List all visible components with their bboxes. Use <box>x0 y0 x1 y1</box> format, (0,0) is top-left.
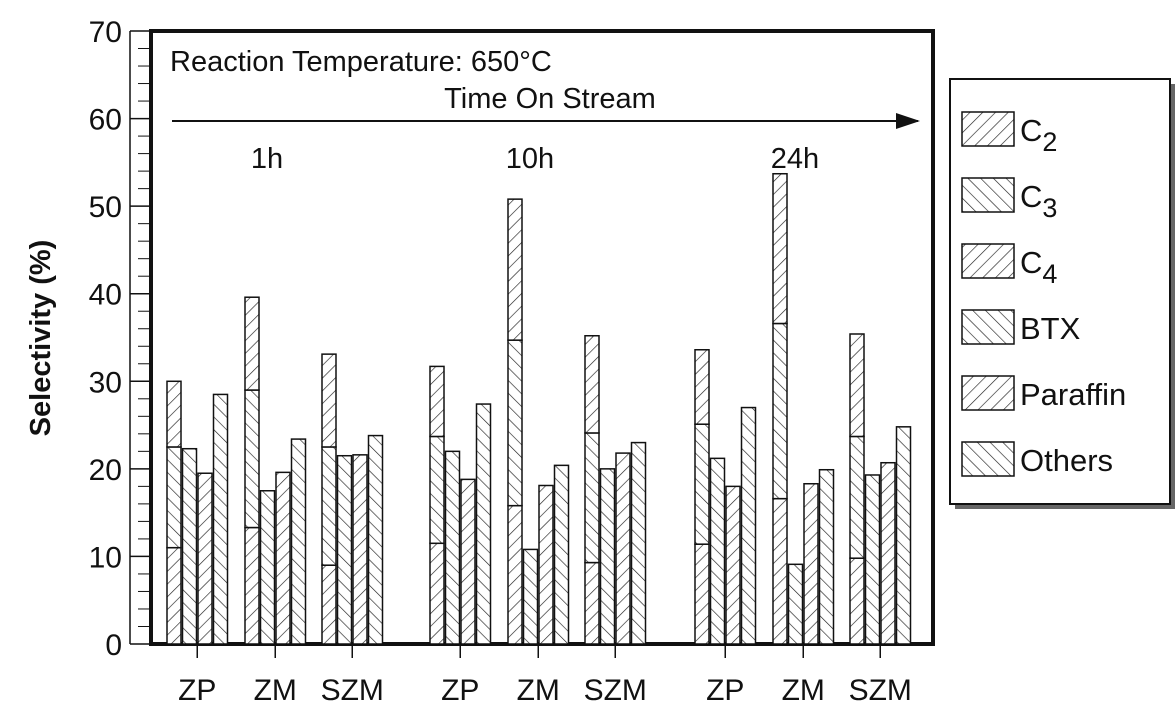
y-tick-label: 30 <box>89 366 122 399</box>
bar-segment <box>539 485 553 644</box>
chart-title: Reaction Temperature: 650°C <box>170 46 552 78</box>
bar-segment <box>616 453 630 644</box>
bar-segment <box>773 499 787 644</box>
bar-segment <box>726 486 740 644</box>
y-axis: 0 10 20 30 40 50 60 70 <box>89 16 151 662</box>
bar-segment <box>897 427 911 644</box>
bar-segment <box>183 449 197 644</box>
bar-segment <box>369 436 383 644</box>
bar-segment <box>695 544 709 644</box>
y-tick-label: 10 <box>89 541 122 574</box>
bar-segment <box>167 447 181 548</box>
y-tick-label: 60 <box>89 104 122 137</box>
bar-segment <box>261 491 275 644</box>
y-tick-label: 50 <box>89 191 122 224</box>
y-tick-label: 40 <box>89 279 122 312</box>
bar-segment <box>322 565 336 644</box>
bar-segment <box>695 350 709 424</box>
bar-segment <box>850 334 864 436</box>
x-tick-label: ZP <box>178 674 216 707</box>
bar-segment <box>632 443 646 644</box>
bar-segment <box>276 472 290 644</box>
y-axis-label: Selectivity (%) <box>25 240 57 437</box>
bar-segment <box>461 479 475 644</box>
x-tick-label: SZM <box>849 674 912 707</box>
bar-segment <box>245 528 259 644</box>
bar-segment <box>167 548 181 644</box>
x-tick-label: SZM <box>584 674 647 707</box>
bar-segment <box>167 381 181 447</box>
bar-segment <box>742 408 756 644</box>
bar-segment <box>508 199 522 340</box>
bar-segment <box>338 456 352 644</box>
bar-segment <box>601 469 615 644</box>
bar-segment <box>322 447 336 565</box>
bar-segment <box>820 470 834 644</box>
bar-segment <box>508 340 522 506</box>
x-tick-label: SZM <box>321 674 384 707</box>
x-tick-label: ZP <box>441 674 479 707</box>
bar-segment <box>322 354 336 447</box>
legend-swatch <box>962 244 1014 278</box>
bar-segment <box>477 404 491 644</box>
x-tick-label: ZP <box>706 674 744 707</box>
bar-segment <box>430 366 444 436</box>
bar-segment <box>524 549 538 644</box>
bar-segment <box>804 484 818 644</box>
y-tick-label: 70 <box>89 16 122 49</box>
legend-swatch <box>962 442 1014 476</box>
legend-swatch <box>962 112 1014 146</box>
bar-segment <box>245 390 259 527</box>
time-on-stream-label: Time On Stream <box>444 83 656 115</box>
x-tick-label: ZM <box>517 674 560 707</box>
legend-swatch <box>962 178 1014 212</box>
bar-segment <box>850 558 864 644</box>
bar-segment <box>773 323 787 498</box>
bar-segment <box>695 424 709 544</box>
x-labels-layer: ZP ZM SZM ZP ZM SZM ZP ZM SZM <box>178 644 912 707</box>
bar-segment <box>881 463 895 644</box>
legend-label: BTX <box>1020 311 1081 346</box>
bar-segment <box>430 543 444 644</box>
bar-segment <box>198 473 212 644</box>
bar-segment <box>430 436 444 543</box>
bar-segment <box>214 394 228 644</box>
bar-segment <box>585 433 599 563</box>
legend-label: Others <box>1020 443 1113 478</box>
y-tick-label: 20 <box>89 454 122 487</box>
x-tick-label: ZM <box>782 674 825 707</box>
bar-segment <box>711 458 725 644</box>
bar-segment <box>866 475 880 644</box>
time-label: 1h <box>251 143 283 175</box>
legend-swatch <box>962 376 1014 410</box>
legend-label: Paraffin <box>1020 377 1126 412</box>
bar-segment <box>850 436 864 558</box>
x-tick-label: ZM <box>254 674 297 707</box>
time-label: 24h <box>771 143 819 175</box>
bar-segment <box>789 564 803 644</box>
bar-segment <box>292 439 306 644</box>
bar-segment <box>585 563 599 644</box>
bar-segment <box>555 465 569 644</box>
y-tick-label: 0 <box>105 629 122 662</box>
bar-segment <box>585 336 599 433</box>
bar-segment <box>353 455 367 644</box>
bar-segment <box>446 451 460 644</box>
bar-segment <box>245 297 259 390</box>
time-label: 10h <box>506 143 554 175</box>
bar-segment <box>508 506 522 644</box>
legend-swatch <box>962 310 1014 344</box>
bar-segment <box>773 174 787 324</box>
